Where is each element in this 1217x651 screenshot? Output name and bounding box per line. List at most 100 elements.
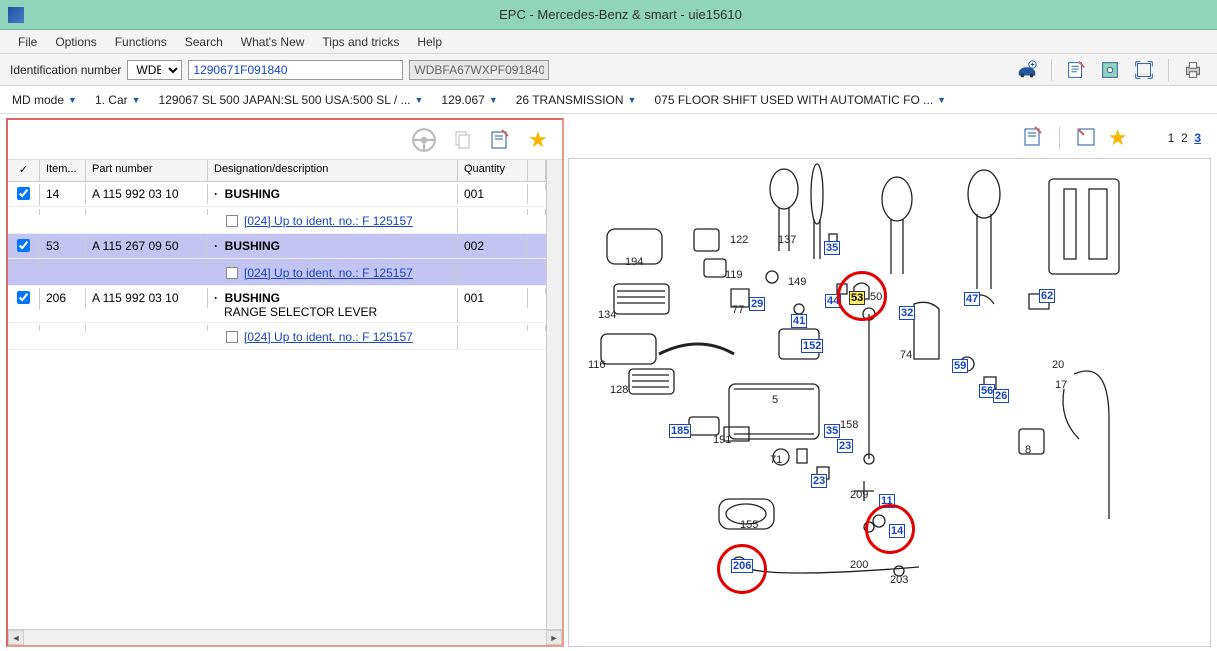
print-icon[interactable] — [1179, 56, 1207, 84]
page-3[interactable]: 3 — [1194, 131, 1201, 145]
menu-whatsnew[interactable]: What's New — [233, 33, 313, 51]
callout-158[interactable]: 158 — [839, 419, 859, 431]
bc-code[interactable]: 129.067▼ — [441, 93, 497, 107]
callout-194[interactable]: 194 — [624, 256, 644, 268]
edit-notes-icon[interactable] — [1021, 125, 1045, 152]
callout-62[interactable]: 62 — [1039, 289, 1055, 303]
callout-185[interactable]: 185 — [669, 424, 691, 438]
callout-8[interactable]: 8 — [1024, 444, 1032, 456]
table-row-link: [024] Up to ident. no.: F 125157 — [8, 323, 546, 350]
note-icon — [226, 215, 238, 227]
parts-toolbar — [8, 120, 562, 160]
callout-122[interactable]: 122 — [729, 234, 749, 246]
callout-71[interactable]: 71 — [769, 454, 783, 466]
bc-group[interactable]: 26 TRANSMISSION▼ — [516, 93, 637, 107]
callout-74[interactable]: 74 — [899, 349, 913, 361]
vin-full-readonly — [409, 60, 549, 80]
callout-17[interactable]: 17 — [1054, 379, 1068, 391]
menu-functions[interactable]: Functions — [107, 33, 175, 51]
cell-desc: · BUSHING — [208, 184, 458, 204]
cell-desc: · BUSHING — [208, 236, 458, 256]
table-row[interactable]: 206A 115 992 03 10· BUSHING RANGE SELECT… — [8, 286, 546, 323]
cell-qty: 001 — [458, 288, 528, 308]
bc-car[interactable]: 1. Car▼ — [95, 93, 141, 107]
table-row[interactable]: 53A 115 267 09 50· BUSHING002 — [8, 234, 546, 259]
row-checkbox[interactable] — [17, 187, 30, 200]
steering-wheel-icon[interactable] — [410, 126, 438, 154]
callout-47[interactable]: 47 — [964, 292, 980, 306]
menu-help[interactable]: Help — [409, 33, 450, 51]
callout-209[interactable]: 209 — [849, 489, 869, 501]
callout-191[interactable]: 191 — [712, 434, 732, 446]
callout-128[interactable]: 128 — [609, 384, 629, 396]
hdr-item[interactable]: Item... — [40, 160, 86, 181]
favorite-icon[interactable] — [1108, 125, 1128, 151]
callout-5[interactable]: 5 — [771, 394, 779, 406]
vin-input[interactable] — [188, 60, 403, 80]
cell-qty: 002 — [458, 236, 528, 256]
settings-icon[interactable] — [1096, 56, 1124, 84]
hdr-check[interactable]: ✓ — [8, 160, 40, 181]
row-checkbox[interactable] — [17, 291, 30, 304]
highlight-circle — [837, 271, 887, 321]
callout-203[interactable]: 203 — [889, 574, 909, 586]
hdr-qty[interactable]: Quantity — [458, 160, 528, 181]
callout-119[interactable]: 119 — [724, 269, 744, 281]
callout-23[interactable]: 23 — [811, 474, 827, 488]
menu-options[interactable]: Options — [47, 33, 104, 51]
callout-137[interactable]: 137 — [777, 234, 797, 246]
bc-model[interactable]: 129067 SL 500 JAPAN:SL 500 USA:500 SL / … — [159, 93, 424, 107]
callout-29[interactable]: 29 — [749, 297, 765, 311]
zoom-region-icon[interactable] — [1074, 125, 1098, 152]
note-icon — [226, 267, 238, 279]
toolbar: Identification number WDB — [0, 54, 1217, 86]
vin-prefix-select[interactable]: WDB — [127, 60, 182, 80]
cell-item: 53 — [40, 236, 86, 256]
cell-item: 14 — [40, 184, 86, 204]
menu-tips[interactable]: Tips and tricks — [314, 33, 407, 51]
callout-59[interactable]: 59 — [952, 359, 968, 373]
callout-155[interactable]: 155 — [739, 519, 759, 531]
callout-32[interactable]: 32 — [899, 306, 915, 320]
hdr-extra[interactable] — [528, 160, 546, 181]
table-row[interactable]: 14A 115 992 03 10· BUSHING001 — [8, 182, 546, 207]
callout-35[interactable]: 35 — [824, 241, 840, 255]
scroll-left-icon[interactable]: ◄ — [8, 630, 24, 645]
hscrollbar[interactable]: ◄ ► — [8, 629, 562, 645]
callout-116[interactable]: 116 — [587, 359, 607, 371]
row-checkbox[interactable] — [17, 239, 30, 252]
callout-26[interactable]: 26 — [993, 389, 1009, 403]
callout-134[interactable]: 134 — [597, 309, 617, 321]
edit-notes-icon[interactable] — [486, 126, 514, 154]
callout-35[interactable]: 35 — [824, 424, 840, 438]
scroll-right-icon[interactable]: ► — [546, 630, 562, 645]
callout-41[interactable]: 41 — [791, 314, 807, 328]
parts-diagram[interactable]: 1461431221373519411914929445350324762771… — [568, 158, 1211, 647]
window-title: EPC - Mercedes-Benz & smart - uie15610 — [32, 7, 1209, 22]
fullscreen-icon[interactable] — [1130, 56, 1158, 84]
hdr-desc[interactable]: Designation/description — [208, 160, 458, 181]
menu-search[interactable]: Search — [177, 33, 231, 51]
vscrollbar[interactable] — [546, 160, 562, 629]
copy-icon[interactable] — [448, 126, 476, 154]
bc-mode[interactable]: MD mode▼ — [12, 93, 77, 107]
vehicle-info-icon[interactable] — [1013, 56, 1041, 84]
callout-20[interactable]: 20 — [1051, 359, 1065, 371]
hdr-part[interactable]: Part number — [86, 160, 208, 181]
cell-part: A 115 992 03 10 — [86, 184, 208, 204]
bc-sub[interactable]: 075 FLOOR SHIFT USED WITH AUTOMATIC FO .… — [654, 93, 946, 107]
footnote-link[interactable]: [024] Up to ident. no.: F 125157 — [226, 266, 413, 280]
callout-23[interactable]: 23 — [837, 439, 853, 453]
cell-item: 206 — [40, 288, 86, 308]
callout-200[interactable]: 200 — [849, 559, 869, 571]
favorite-icon[interactable] — [524, 126, 552, 154]
callout-149[interactable]: 149 — [787, 276, 807, 288]
footnote-link[interactable]: [024] Up to ident. no.: F 125157 — [226, 214, 413, 228]
notes-icon[interactable] — [1062, 56, 1090, 84]
page-2[interactable]: 2 — [1181, 131, 1188, 145]
page-1[interactable]: 1 — [1168, 131, 1175, 145]
callout-77[interactable]: 77 — [731, 304, 745, 316]
footnote-link[interactable]: [024] Up to ident. no.: F 125157 — [226, 330, 413, 344]
callout-152[interactable]: 152 — [801, 339, 823, 353]
menu-file[interactable]: File — [10, 33, 45, 51]
